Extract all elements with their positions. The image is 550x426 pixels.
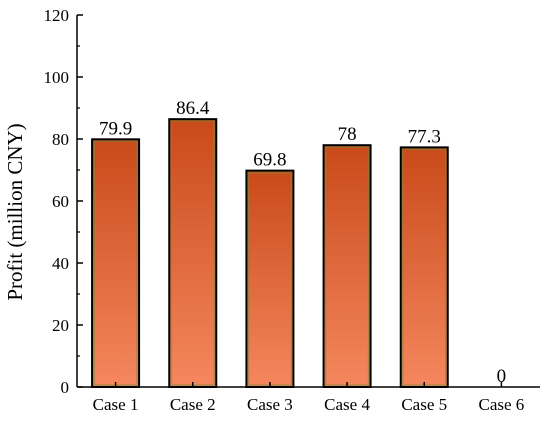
y-tick-labels: 0 20 40 60 80 100 120 — [44, 6, 70, 397]
bar — [322, 144, 372, 388]
x-tick-labels: Case 1 Case 2 Case 3 Case 4 Case 5 Case 6 — [93, 395, 525, 414]
bar — [245, 169, 295, 388]
x-tick-label: Case 5 — [401, 395, 447, 414]
data-label: 77.3 — [408, 126, 441, 147]
x-tick-label: Case 2 — [170, 395, 216, 414]
bar-rect — [399, 146, 449, 388]
y-tick-label: 0 — [61, 378, 70, 397]
data-label: 69.8 — [253, 150, 286, 171]
y-tick-label: 20 — [52, 316, 69, 335]
bar-rect — [91, 138, 141, 388]
bar — [168, 118, 218, 388]
bar-rect — [245, 169, 295, 388]
bar — [399, 146, 449, 388]
data-label: 78 — [338, 124, 357, 145]
data-labels-layer: 79.9 86.4 69.8 78 77.3 0 — [99, 98, 506, 387]
y-tick-label: 100 — [44, 68, 70, 87]
y-tick-label: 60 — [52, 192, 69, 211]
x-tick-label: Case 6 — [479, 395, 525, 414]
y-tick-label: 120 — [44, 6, 70, 25]
y-tick-label: 40 — [52, 254, 69, 273]
data-label: 79.9 — [99, 118, 132, 139]
bar — [91, 138, 141, 388]
data-label: 86.4 — [176, 98, 210, 119]
y-tick-label: 80 — [52, 130, 69, 149]
data-label: 0 — [497, 366, 507, 387]
x-tick-label: Case 1 — [93, 395, 139, 414]
axes-layer — [76, 14, 540, 388]
bar-rect — [168, 118, 218, 388]
x-tick-label: Case 4 — [324, 395, 370, 414]
bar-rect — [322, 144, 372, 388]
x-tick-label: Case 3 — [247, 395, 293, 414]
y-axis-title: Profit (million CNY) — [3, 123, 27, 300]
